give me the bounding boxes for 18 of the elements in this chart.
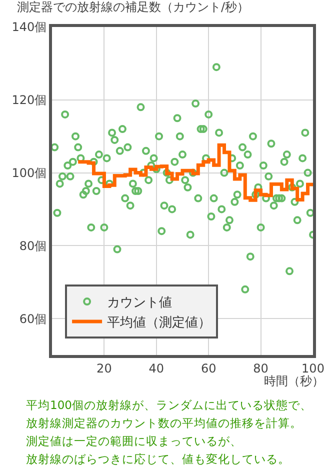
x-axis-title: 時間（秒）: [264, 374, 324, 388]
x-tick-label: 60: [200, 361, 216, 376]
chart-title: 測定器での放射線の補足数（カウント/秒）: [17, 0, 250, 14]
legend-label: カウント値: [107, 296, 172, 311]
text: 平均100個の放射線が、ランダムに出ている状態で、: [26, 398, 312, 412]
y-tick-label: 120個: [12, 93, 47, 108]
text: 測定値は一定の範囲に収まっているが、: [26, 434, 242, 448]
y-tick-label: 60個: [19, 312, 47, 326]
text: 放射線測定器のカウント数の平均値の推移を計算。: [26, 416, 302, 430]
x-tick-label: 20: [96, 361, 112, 376]
y-tick-label: 80個: [19, 238, 47, 253]
text: 放射線のばらつきに応じて、値も変化している。: [26, 452, 290, 466]
x-tick-label: 80: [253, 361, 268, 376]
x-tick-label: 40: [148, 361, 164, 376]
y-tick-label: 100個: [12, 166, 47, 180]
x-tick-label: 100: [302, 361, 324, 376]
legend-label: 平均値（測定値）: [107, 316, 212, 331]
y-tick-label: 140個: [12, 20, 47, 34]
